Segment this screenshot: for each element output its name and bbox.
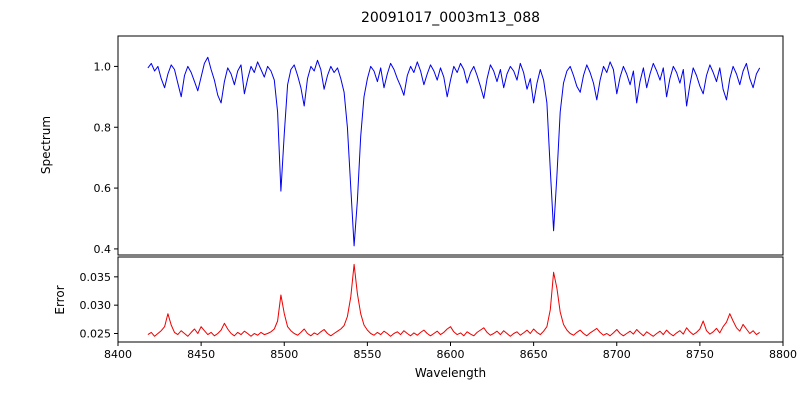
xtick-label: 8800 (769, 348, 797, 361)
xtick-label: 8700 (603, 348, 631, 361)
xtick-label: 8450 (187, 348, 215, 361)
xtick-label: 8400 (104, 348, 132, 361)
error-ytick-label: 0.025 (80, 328, 112, 341)
xtick-label: 8600 (437, 348, 465, 361)
spectrum-axes-frame (117, 35, 784, 256)
xtick-label: 8750 (686, 348, 714, 361)
wavelength-axis-label: Wavelength (414, 366, 487, 380)
spectrum-ytick-label: 0.6 (94, 182, 112, 195)
error-ytick-label: 0.035 (80, 271, 112, 284)
spectrum-ytick-label: 0.8 (94, 121, 112, 134)
error-ytick-label: 0.030 (80, 299, 112, 312)
spectrum-ytick-label: 0.4 (94, 243, 112, 256)
error-axes-frame (117, 256, 784, 343)
xtick-label: 8550 (353, 348, 381, 361)
xtick-label: 8500 (270, 348, 298, 361)
spectrum-ytick-label: 1.0 (94, 60, 112, 73)
figure-title: 20091017_0003m13_088 (360, 10, 541, 26)
xtick-label: 8650 (520, 348, 548, 361)
spectrum-line (147, 56, 761, 247)
error-line (147, 263, 760, 337)
